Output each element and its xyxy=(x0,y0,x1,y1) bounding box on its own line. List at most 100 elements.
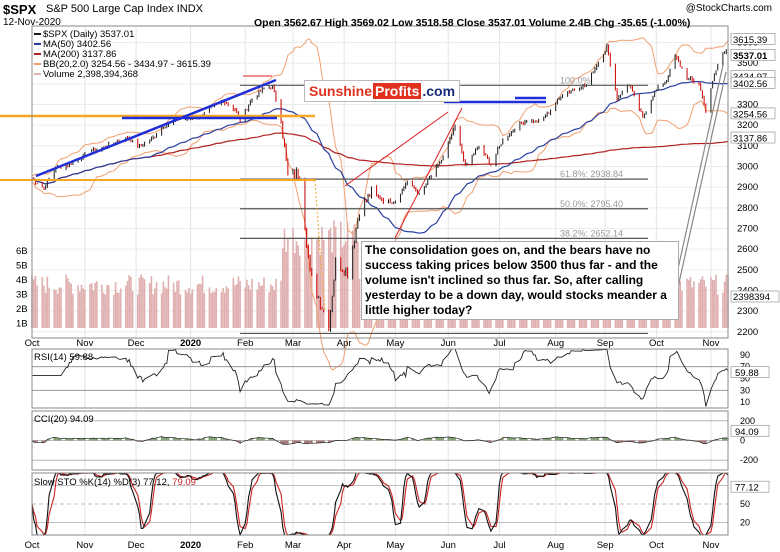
value-label: 3137.86 xyxy=(733,134,767,145)
fib-label: 38.2%: 2652.14 xyxy=(560,228,623,238)
x-tick-label: Oct xyxy=(25,540,40,551)
volume-bar xyxy=(101,284,103,328)
volume-bar xyxy=(107,285,110,328)
volume-bar xyxy=(341,247,344,328)
volume-bar xyxy=(275,278,277,328)
volume-bar xyxy=(235,284,238,328)
volume-bar xyxy=(263,277,265,328)
x-tick-label: Dec xyxy=(128,540,145,551)
volume-bar xyxy=(710,276,712,328)
volume-bar xyxy=(118,292,120,328)
fib-label: 61.8%: 2938.84 xyxy=(560,169,623,179)
volume-bar xyxy=(703,280,705,328)
x-tick-label: Sep xyxy=(597,338,614,349)
volume-bar xyxy=(188,288,190,328)
drawn-trendlines: 100.0% 61.8%: 2938.84 50.0%: 2795.40 38.2%:… xyxy=(0,64,727,335)
volume-bar xyxy=(162,281,165,328)
x-tick-label: Oct xyxy=(649,540,664,551)
volume-bar xyxy=(116,292,119,328)
volume-bar xyxy=(201,275,204,328)
volume-bar xyxy=(261,285,264,328)
axes: Oct Oct Nov Nov Dec Dec 2020 2020 Feb Feb Mar Mar Ap… xyxy=(16,25,780,551)
volume-bar xyxy=(693,281,695,328)
volume-bar xyxy=(220,292,223,328)
volume-bar xyxy=(333,220,335,328)
legend-ma50: MA(50) 3402.56 xyxy=(34,40,211,50)
red-channel-line xyxy=(344,111,449,187)
volume-bar xyxy=(92,290,95,328)
stockcharts-credit: @StockCharts.com xyxy=(685,3,772,14)
volume-bar xyxy=(345,241,347,328)
x-tick-label: Sep xyxy=(597,540,614,551)
cci-tick: 200 xyxy=(740,416,755,426)
volume-bar xyxy=(72,293,74,328)
volume-bar xyxy=(104,294,107,328)
volume-bar xyxy=(246,279,248,328)
volume-bar xyxy=(309,254,311,328)
volume-bar xyxy=(681,290,683,328)
volume-bar xyxy=(239,281,241,328)
volume-bar xyxy=(177,280,180,328)
volume-bar xyxy=(295,241,298,328)
volume-bar xyxy=(32,279,35,328)
symbol-title: $SPX xyxy=(3,2,37,17)
volume-bar xyxy=(184,289,187,328)
ma50-line xyxy=(31,80,728,234)
volume-bar xyxy=(60,287,62,328)
volume-bar xyxy=(701,276,704,328)
index-name: S&P 500 Large Cap Index INDX xyxy=(46,3,203,15)
volume-bar xyxy=(249,289,252,328)
volume-bar xyxy=(223,292,226,328)
volume-bar xyxy=(78,291,81,328)
volume-bar xyxy=(138,277,141,328)
volume-bar xyxy=(258,282,260,328)
y-tick-label: 3200 xyxy=(737,120,758,131)
sto-value-box xyxy=(730,480,770,493)
volume-bar xyxy=(287,239,289,328)
legend-ma200: MA(200) 3137.86 xyxy=(34,50,211,60)
x-tick-label: May xyxy=(386,540,404,551)
sto-d-line xyxy=(31,472,729,536)
fib-label: 50.0%: 2795.40 xyxy=(560,199,623,209)
y-tick-label: 3500 xyxy=(737,58,758,69)
x-tick-label: Jul xyxy=(493,338,505,349)
y-tick-label: 2900 xyxy=(737,182,758,193)
rsi-value-box xyxy=(730,366,770,378)
volume-bar xyxy=(715,274,717,328)
volume-bar xyxy=(713,280,716,328)
panel-frame xyxy=(31,410,729,471)
fib-label: 100.0% xyxy=(560,75,591,85)
volume-bar xyxy=(273,290,276,328)
volume-bar xyxy=(58,287,61,328)
volume-bar xyxy=(203,292,206,328)
y-tick-label: 3300 xyxy=(737,100,758,111)
volume-bar xyxy=(225,286,228,328)
sto-label: Slow STO %K(14) %D(3) 77.12, 79.09 xyxy=(34,477,196,488)
volume-bar xyxy=(89,284,91,328)
panel-frame xyxy=(31,472,729,536)
volume-bar xyxy=(270,284,272,328)
x-tick-label: Aug xyxy=(547,338,564,349)
x-tick-label: Nov xyxy=(702,540,719,551)
volume-bar xyxy=(200,283,202,328)
volume-bar xyxy=(56,293,59,328)
volume-bar xyxy=(227,288,229,328)
x-tick-label: Mar xyxy=(285,338,301,349)
y-tick-label: 3000 xyxy=(737,162,758,173)
legend-volume: Volume 2,398,394,368 xyxy=(34,70,211,80)
volume-bar xyxy=(179,294,182,328)
volume-bar xyxy=(148,283,151,328)
volume-bar xyxy=(271,286,274,328)
rsi-tick: 50 xyxy=(740,374,750,384)
volume-bar xyxy=(152,294,154,328)
rsi-tick: 90 xyxy=(740,350,750,360)
volume-bar xyxy=(196,284,199,328)
value-label-box xyxy=(730,131,776,144)
x-tick-label: Dec xyxy=(128,338,145,349)
red-trend-line xyxy=(394,107,463,239)
volume-bar xyxy=(725,274,728,328)
volume-bar xyxy=(131,291,134,328)
volume-bar xyxy=(329,227,332,328)
volume-bar xyxy=(343,244,345,328)
volume-bar xyxy=(165,288,168,328)
